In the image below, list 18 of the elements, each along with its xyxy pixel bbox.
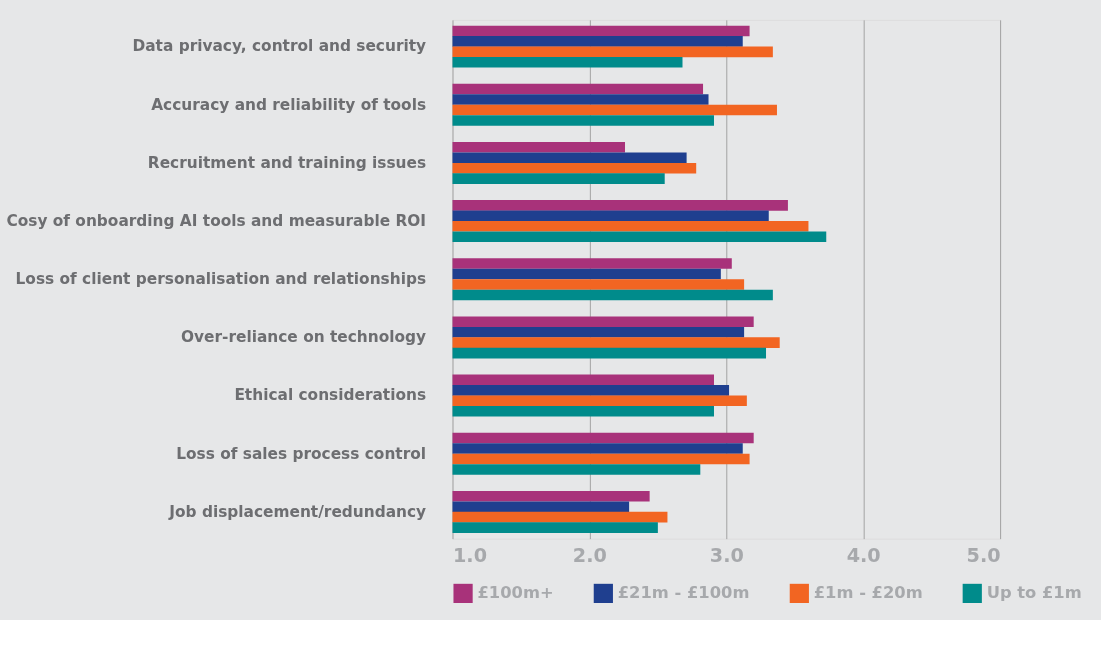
x-tick-label: 2.0 <box>572 544 607 568</box>
x-tick-label: 3.0 <box>709 544 744 568</box>
y-tick-label: Cosy of onboarding AI tools and measurable ROI <box>6 211 427 230</box>
x-tick-label: 1.0 <box>452 544 488 568</box>
y-tick-label: Over-reliance on technology <box>181 328 427 347</box>
legend-label: £100m+ <box>477 583 554 603</box>
y-tick-label: Loss of sales process control <box>176 444 427 463</box>
y-tick-label: Ethical considerations <box>234 386 427 405</box>
y-tick-label: Recruitment and training issues <box>147 153 427 172</box>
legend-label: £1m - £20m <box>813 583 923 603</box>
x-tick-label: 4.0 <box>846 544 881 568</box>
legend-label: Up to £1m <box>986 583 1082 603</box>
x-tick-label: 5.0 <box>966 544 1001 568</box>
y-tick-label: Loss of client personalisation and relationships <box>15 270 427 289</box>
y-tick-label: Job displacement/redundancy <box>168 502 427 521</box>
y-tick-label: Accuracy and reliability of tools <box>151 95 427 114</box>
legend-label: £21m - £100m <box>617 583 750 603</box>
y-tick-label: Data privacy, control and security <box>132 37 427 56</box>
